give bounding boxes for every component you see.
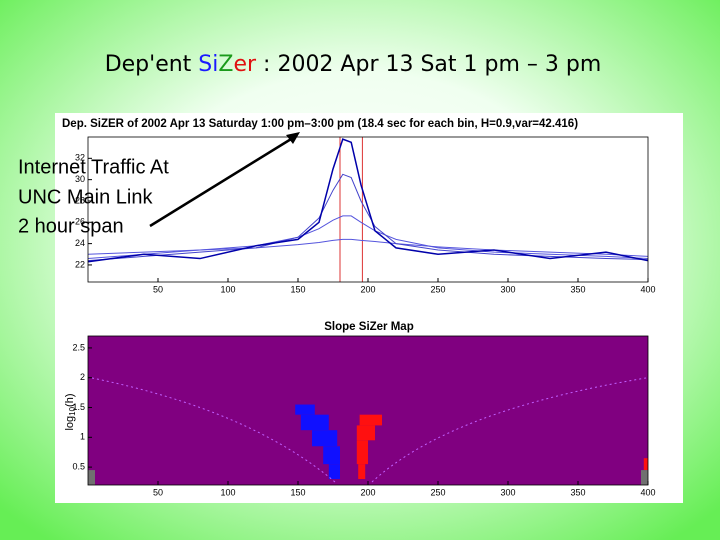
title-part: Dep'ent — [105, 52, 199, 77]
y-tick-label: 32 — [75, 153, 85, 163]
map-cell — [328, 464, 340, 480]
map-cell — [359, 414, 382, 426]
annotation: Internet Traffic At UNC Main Link 2 hour… — [18, 156, 169, 237]
arrow — [149, 134, 297, 228]
x-tick-label: 50 — [153, 487, 163, 497]
y-tick-label: 26 — [75, 217, 85, 227]
y-tick-label: 22 — [75, 259, 85, 269]
chart-title: Dep. SiZER of 2002 Apr 13 Saturday 1:00 … — [62, 118, 578, 130]
y-tick-label: 1.5 — [72, 402, 85, 412]
x-tick-label: 50 — [153, 284, 163, 294]
map-cell — [312, 430, 338, 447]
smooth-curve — [87, 138, 649, 263]
title-part: : 2002 Apr 13 Sat 1 pm – 3 pm — [256, 52, 601, 77]
map-cell — [300, 414, 329, 431]
x-tick-label: 400 — [640, 487, 655, 497]
arrow-head — [286, 132, 300, 144]
x-tick-label: 150 — [290, 487, 305, 497]
y-tick-label: 2 — [80, 372, 85, 382]
map-cell — [641, 470, 648, 485]
plots: 50 100 150 200 250 300 350 400 22 24 26 28 30 32 50 100… — [72, 136, 656, 497]
smooth-curve — [87, 238, 649, 257]
x-tick-label: 100 — [220, 284, 235, 294]
x-tick-label: 250 — [430, 487, 445, 497]
x-tick-label: 200 — [360, 487, 375, 497]
title-part: Z — [218, 52, 233, 77]
map-cell — [356, 440, 368, 465]
y-label-part: 10 — [68, 406, 77, 415]
x-tick-label: 400 — [640, 284, 655, 294]
x-tick-label: 250 — [430, 284, 445, 294]
y-tick-label: 30 — [75, 174, 85, 184]
y-tick-label: 1 — [80, 432, 85, 442]
x-tick-label: 200 — [360, 284, 375, 294]
annotation-line: UNC Main Link — [18, 186, 153, 208]
y-tick-label: 0.5 — [72, 461, 85, 471]
x-tick-label: 150 — [290, 284, 305, 294]
y-axis-label: log10(h) — [64, 393, 77, 430]
x-tick-label: 300 — [500, 284, 515, 294]
map-cell — [323, 446, 340, 465]
map-cell — [358, 464, 366, 480]
title-part: Si — [198, 52, 218, 77]
slide-title: Dep'ent SiZer : 2002 Apr 13 Sat 1 pm – 3… — [105, 52, 602, 77]
x-tick-label: 350 — [570, 284, 585, 294]
x-tick-label: 100 — [220, 487, 235, 497]
y-tick-label: 2.5 — [72, 342, 85, 352]
x-tick-label: 350 — [570, 487, 585, 497]
y-tick-label: 28 — [75, 195, 85, 205]
x-tick-label: 300 — [500, 487, 515, 497]
map-cell — [356, 425, 375, 441]
annotation-line: 2 hour span — [18, 215, 124, 237]
chart-title: Slope SiZer Map — [324, 321, 413, 333]
boundary-curve — [91, 377, 336, 483]
map-cell — [88, 470, 95, 485]
map-cell — [643, 458, 648, 471]
title-part: er — [233, 52, 257, 77]
y-label-part: (h) — [64, 393, 76, 406]
y-tick-label: 24 — [75, 238, 85, 248]
y-label-part: log — [64, 416, 76, 431]
map-cell — [295, 404, 315, 415]
annotation-line: Internet Traffic At — [18, 156, 169, 178]
